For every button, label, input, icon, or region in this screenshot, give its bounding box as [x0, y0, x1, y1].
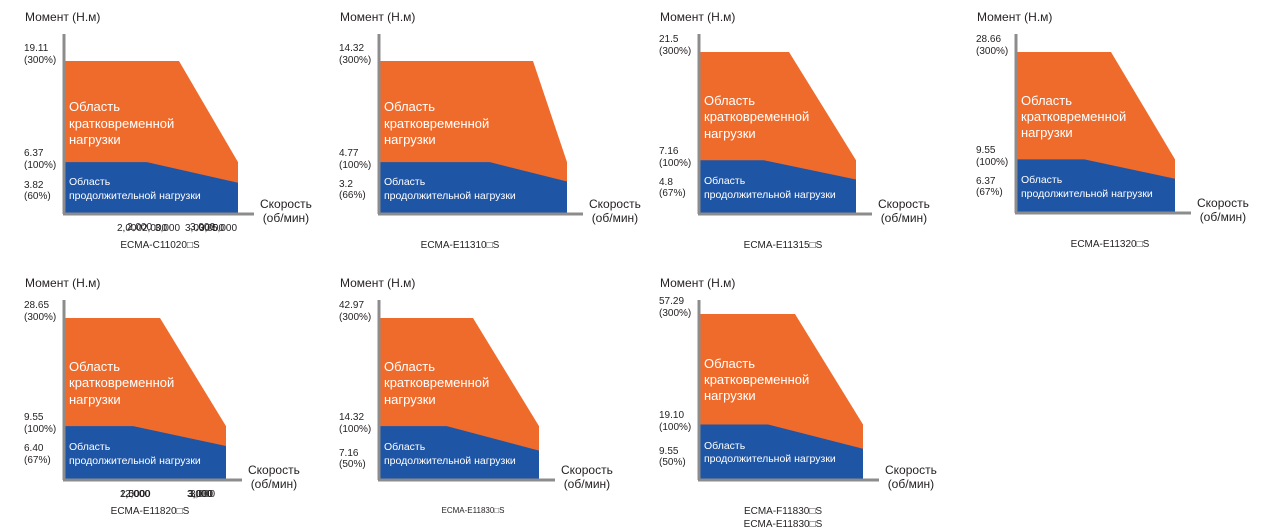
x-tick-rated-speed: 2,000	[127, 222, 153, 233]
continuous-area-label: Область продолжительной нагрузки	[69, 440, 201, 467]
continuous-area-label: Область продолжительной нагрузки	[704, 439, 836, 466]
y-tick-continuous-end: 6.40 (67%)	[24, 443, 51, 466]
x-axis-label: Скорость (об/мин)	[248, 463, 300, 492]
x-tick-max-speed: 3,000	[187, 489, 213, 500]
y-tick-peak: 21.5 (300%)	[659, 34, 692, 57]
y-tick-continuous-end: 7.16 (50%)	[339, 447, 366, 471]
torque-speed-chart-6: Момент (Н.м) 42.97 (300%) 14.32 (100%) 7.16 (5…	[120, 274, 635, 529]
continuous-load-area	[699, 424, 863, 479]
model-caption: ECMA-E11315□S	[743, 240, 823, 251]
x-tick-max-speed: 3,000	[185, 223, 211, 234]
x-tick-rated-speed: 2,000	[117, 223, 143, 234]
peak-area-label: Область кратковременной нагрузки	[69, 359, 175, 407]
y-tick-peak: 28.66 (300%)	[976, 34, 1009, 57]
model-caption: ECMA-E11310□S	[420, 240, 500, 251]
y-tick-peak: 19.11 (300%)	[24, 43, 57, 66]
continuous-load-area	[64, 162, 238, 213]
y-tick-rated: 4.77 (100%)	[339, 148, 372, 171]
x-tick-rated-speed: 2,000	[142, 223, 168, 234]
chart-plot	[377, 34, 583, 216]
torque-speed-chart-7: Момент (Н.м) 57.29 (300%) 19.10 (100%) 9.55 (5…	[120, 274, 955, 530]
x-tick-max-speed: 5,000	[212, 223, 238, 234]
torque-speed-chart-2: Момент (Н.м) 14.32 (300%) 4.77 (100%) 3.2 (66%…	[142, 8, 641, 263]
x-tick-rated-speed: 1,5000	[120, 489, 151, 500]
y-axis-label: Момент (Н.м)	[25, 10, 101, 24]
y-tick-rated: 9.55 (100%)	[976, 145, 1009, 168]
x-tick-rated-speed: 2,000	[120, 489, 146, 500]
x-axis-label: Скорость (об/мин)	[260, 197, 312, 226]
torque-speed-chart-4: Момент (Н.м) 28.66 (300%) 9.55 (100%) 6.37 (67…	[127, 8, 1272, 263]
continuous-load-area	[379, 162, 567, 213]
y-tick-peak: 42.97 (300%)	[339, 300, 372, 323]
y-tick-peak: 28.65 (300%)	[24, 300, 57, 323]
y-axis-label: Момент (Н.м)	[977, 10, 1053, 24]
chart-plot	[1014, 34, 1191, 215]
chart-plot	[62, 300, 242, 482]
continuous-area-label: Область продолжительной нагрузки	[384, 176, 516, 203]
x-axis-label: Скорость (об/мин)	[589, 197, 641, 226]
model-caption: ECMA-E11320□S	[1070, 239, 1150, 250]
continuous-load-area	[699, 160, 856, 213]
chart-plot	[62, 34, 254, 216]
y-tick-continuous-end: 4.8 (67%)	[659, 176, 686, 200]
y-tick-rated: 9.55 (100%)	[24, 412, 57, 435]
y-tick-rated: 19.10 (100%)	[659, 410, 692, 433]
y-tick-peak: 14.32 (300%)	[339, 43, 372, 66]
chart-plot	[377, 300, 555, 482]
y-tick-rated: 14.32 (100%)	[339, 412, 372, 435]
x-tick-max-speed: 3,000	[188, 489, 214, 500]
x-tick-rated-speed: 2,000	[125, 489, 151, 500]
y-tick-rated: 6.37 (100%)	[24, 148, 57, 171]
chart-plot	[697, 300, 879, 482]
x-axis-label: Скорость (об/мин)	[1197, 196, 1249, 225]
x-tick-max-speed: 3,000	[199, 223, 225, 234]
y-axis-label: Момент (Н.м)	[340, 276, 416, 290]
peak-area-label: Область кратковременной нагрузки	[69, 99, 175, 147]
peak-area-label: Область кратковременной нагрузки	[1021, 92, 1127, 141]
continuous-area-label: Область продолжительной нагрузки	[1021, 174, 1153, 200]
peak-area-label: Область кратковременной нагрузки	[384, 99, 490, 147]
continuous-area-label: Область продолжительной нагрузки	[384, 440, 516, 467]
continuous-area-label: Область продолжительной нагрузки	[704, 174, 836, 201]
torque-speed-chart-1: Момент (Н.м) 19.11 (300%) 6.37 (100%) 3.82 (60…	[20, 8, 320, 263]
x-tick-rated-speed: 3,000	[155, 223, 181, 234]
continuous-load-area	[379, 426, 539, 479]
x-axis-label: Скорость (об/мин)	[885, 463, 937, 492]
y-axis-label: Момент (Н.м)	[660, 10, 736, 24]
x-axis-label: Скорость (об/мин)	[561, 463, 613, 492]
peak-area-label: Область кратковременной нагрузки	[704, 93, 810, 141]
y-tick-continuous-end: 3.82 (60%)	[24, 179, 51, 203]
y-tick-continuous-end: 6.37 (67%)	[976, 175, 1003, 199]
continuous-load-area	[1016, 159, 1175, 212]
y-axis-label: Момент (Н.м)	[25, 276, 101, 290]
x-axis-label: Скорость (об/мин)	[878, 197, 930, 226]
torque-speed-chart-5: Момент (Н.м) 28.65 (300%) 9.55 (100%) 6.40 (67…	[20, 274, 320, 529]
torque-speed-chart-3: Момент (Н.м) 21.5 (300%) 7.16 (100%) 4.8 (67%)…	[117, 8, 955, 263]
x-tick-max-speed: 3,000	[190, 222, 216, 233]
continuous-area-label: Область продолжительной нагрузки	[69, 176, 201, 203]
model-caption: ECMA-F11830□S ECMA-E11830□S	[743, 506, 823, 530]
continuous-load-area	[64, 426, 226, 479]
y-axis-label: Момент (Н.м)	[660, 276, 736, 290]
y-tick-continuous-end: 9.55 (50%)	[659, 445, 686, 469]
y-tick-rated: 7.16 (100%)	[659, 146, 692, 169]
chart-plot	[697, 34, 872, 216]
peak-area-label: Область кратковременной нагрузки	[384, 359, 490, 407]
y-tick-peak: 57.29 (300%)	[659, 296, 692, 319]
y-axis-label: Момент (Н.м)	[340, 10, 416, 24]
y-tick-continuous-end: 3.2 (66%)	[339, 178, 366, 202]
model-caption: ECMA-E11830□S	[441, 506, 505, 515]
peak-area-label: Область кратковременной нагрузки	[704, 355, 810, 404]
model-caption: ECMA-C11020□S	[120, 240, 200, 251]
x-tick-max-speed: 3,000	[190, 489, 216, 500]
model-caption: ECMA-E11820□S	[110, 506, 190, 517]
